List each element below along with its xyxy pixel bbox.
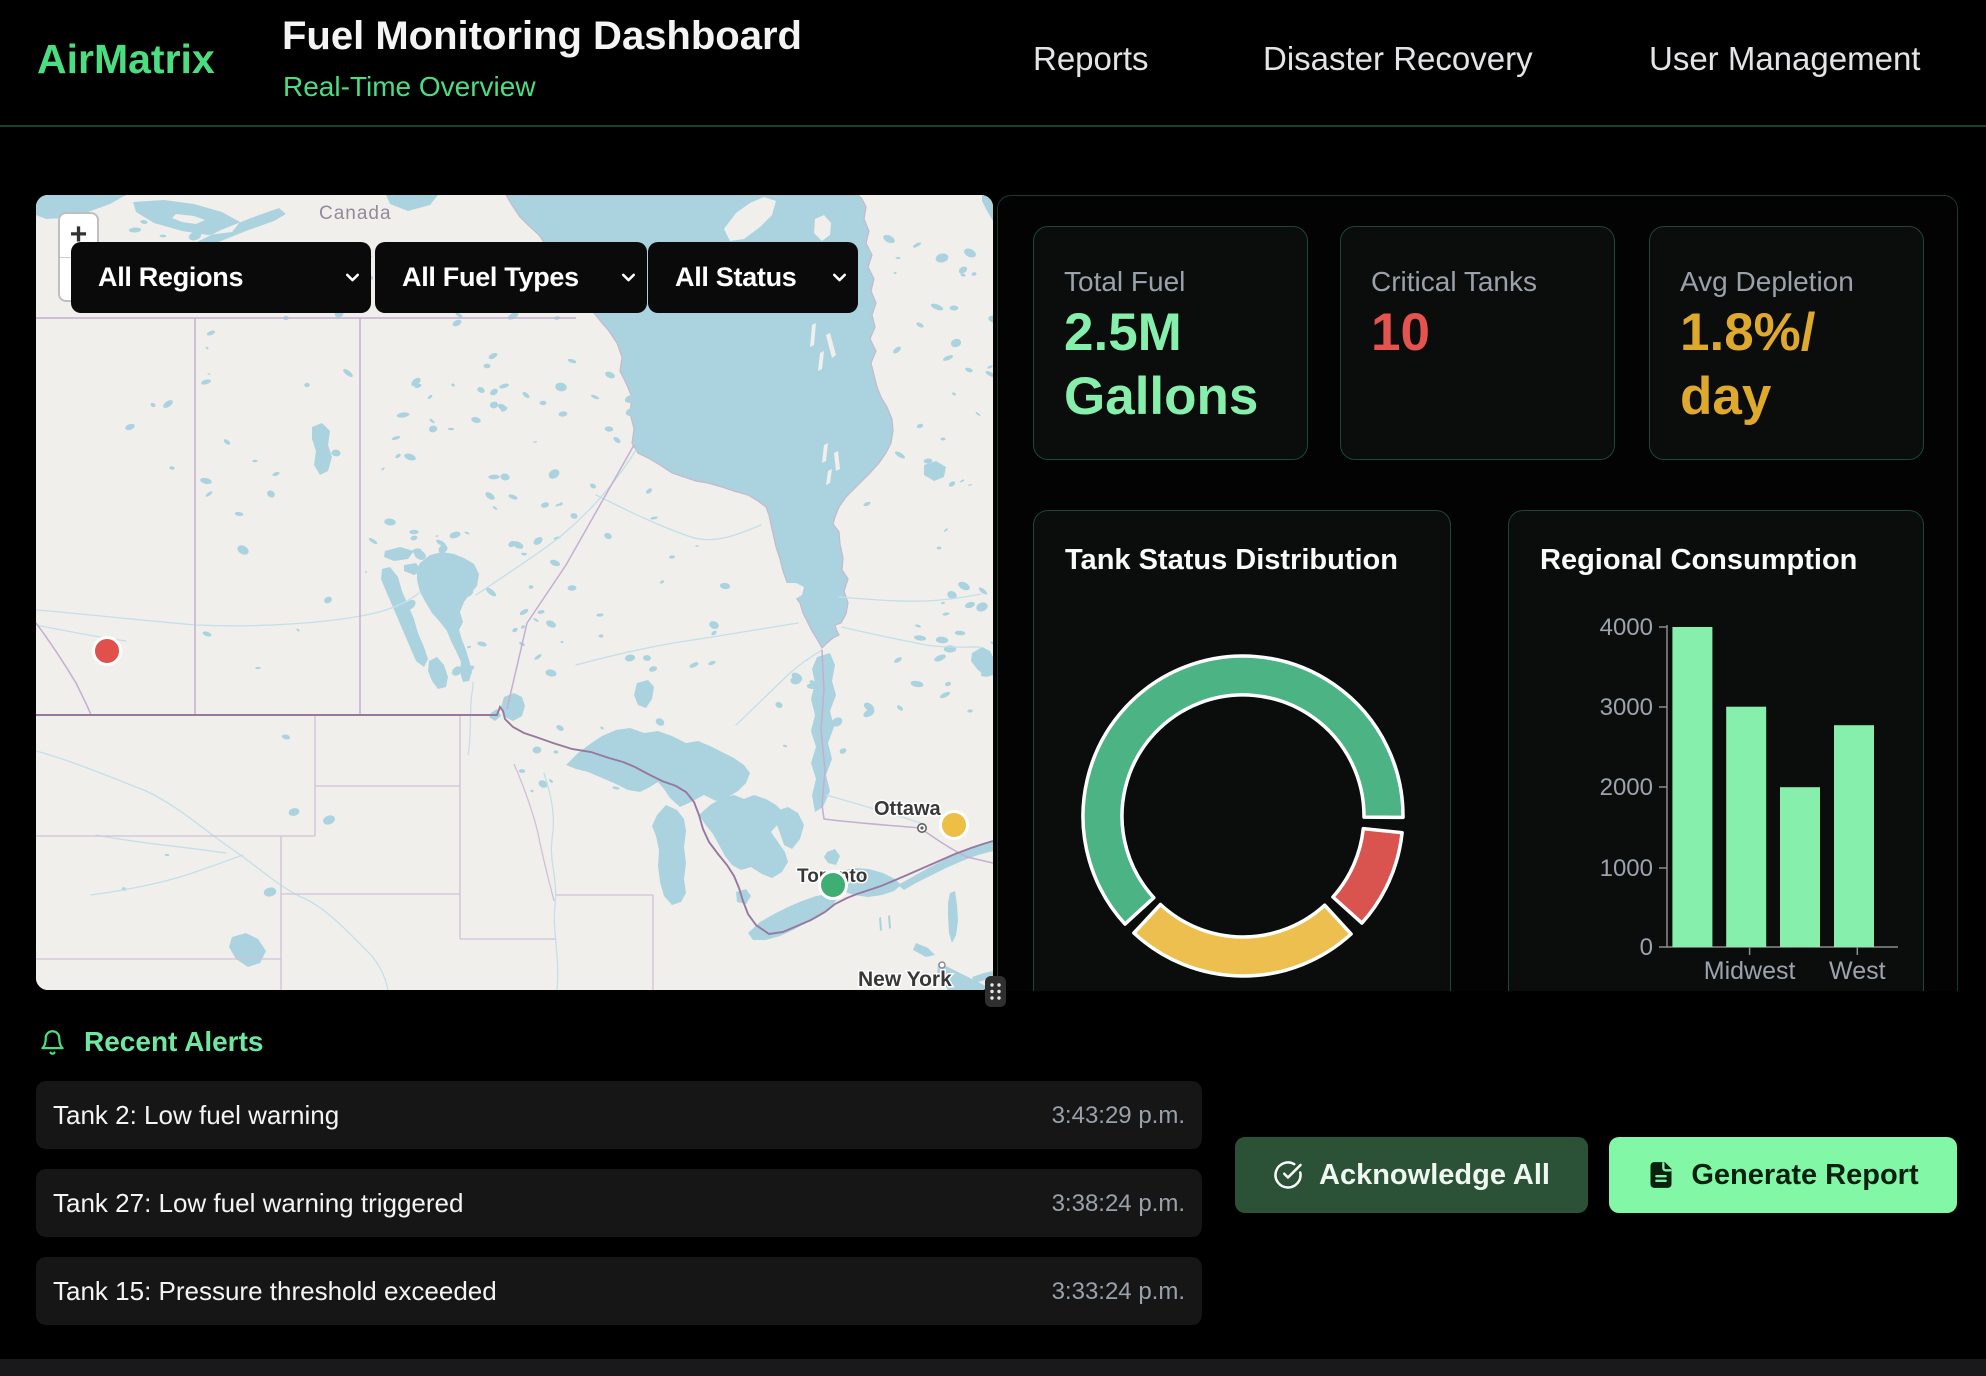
svg-text:3000: 3000	[1600, 694, 1653, 721]
svg-text:Midwest: Midwest	[1704, 957, 1796, 985]
svg-text:4000: 4000	[1600, 614, 1653, 641]
svg-text:New York: New York	[858, 968, 952, 990]
svg-text:Ottawa: Ottawa	[874, 798, 942, 820]
svg-text:2000: 2000	[1600, 774, 1653, 801]
svg-text:Canada: Canada	[319, 203, 392, 224]
svg-text:1000: 1000	[1600, 855, 1653, 882]
svg-text:0: 0	[1640, 934, 1653, 961]
svg-text:West: West	[1829, 957, 1886, 985]
